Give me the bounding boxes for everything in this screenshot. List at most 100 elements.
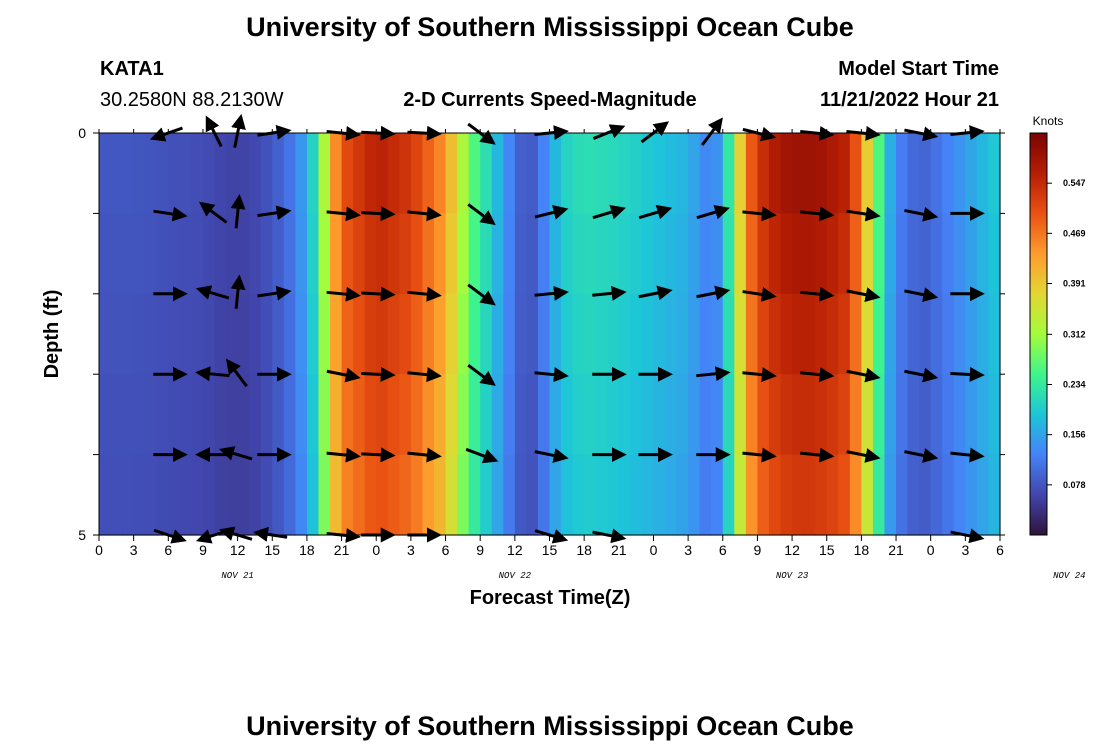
heatmap-cell [780, 293, 793, 375]
main-title: University of Southern Mississippi Ocean… [246, 12, 854, 42]
heatmap-cell [722, 293, 735, 375]
x-tick-label: 12 [507, 542, 523, 558]
heatmap-cell [734, 454, 747, 536]
heatmap-cell [214, 374, 227, 456]
heatmap-cell [260, 374, 273, 456]
current-vector [361, 286, 396, 302]
heatmap-cell [919, 454, 932, 536]
colorbar-scale [1029, 132, 1048, 536]
current-vector [800, 367, 835, 383]
heatmap-cell [872, 293, 886, 375]
current-vector [467, 203, 496, 226]
heatmap-cell [133, 213, 146, 295]
heatmap-cell [376, 213, 389, 295]
heatmap-cell [272, 213, 285, 295]
current-vector [846, 448, 881, 463]
heatmap-cell [237, 293, 250, 375]
heatmap-cell [399, 454, 412, 536]
y-tick-label: 0 [78, 125, 86, 141]
heatmap-cell [722, 133, 735, 214]
station-id: KATA1 [100, 58, 164, 80]
heatmap-cell [179, 293, 193, 375]
heatmap-cell [722, 213, 735, 295]
heatmap-cell [722, 374, 735, 456]
heatmap-cell [168, 293, 181, 375]
heatmap-cell [295, 454, 308, 536]
heatmap-cell [503, 454, 516, 536]
current-vector [257, 205, 292, 221]
heatmap-cell [237, 213, 250, 295]
heatmap-cell [445, 213, 458, 295]
heatmap-cell [122, 293, 135, 375]
heatmap-cell [491, 374, 504, 456]
heatmap-cell [699, 293, 712, 375]
heatmap-cell [584, 374, 597, 456]
heatmap-cell [410, 133, 424, 214]
heatmap-cell [826, 133, 839, 214]
current-vector [696, 204, 730, 220]
heatmap-cell [330, 133, 343, 214]
colorbar-tick-label: 0.469 [1063, 228, 1086, 238]
heatmap-cell [607, 454, 620, 536]
heatmap-cell [688, 213, 701, 295]
heatmap-cell [942, 293, 955, 375]
heatmap-cell [595, 213, 608, 295]
x-tick-label: 18 [576, 542, 592, 558]
axes: 0 3 6 9 12 15 18 21 0 3 6 9 12 15 18 21 0 3 6 9 12 15 18 21 0 3 6 N… [78, 125, 1085, 581]
heatmap-cell [549, 454, 562, 536]
current-vector [407, 206, 442, 222]
model-start-label: Model Start Time [838, 58, 999, 80]
current-vector [218, 446, 253, 461]
heatmap-cell [815, 374, 828, 456]
heatmap-cell [330, 374, 343, 456]
heatmap-cell [122, 213, 135, 295]
heatmap-cell [745, 374, 759, 456]
heatmap-cell [226, 374, 239, 456]
heatmap-cell [734, 374, 747, 456]
heatmap-cell [260, 293, 273, 375]
heatmap-cell [422, 293, 435, 375]
heatmap-cell [838, 374, 851, 456]
heatmap-cell [688, 293, 701, 375]
heatmap-cell [665, 293, 678, 375]
heatmap-cell [815, 133, 828, 214]
heatmap-cell [503, 374, 516, 456]
heatmap-cell [896, 454, 909, 536]
heatmap-cell [826, 374, 839, 456]
heatmap-cell [907, 454, 920, 536]
heatmap-cell [988, 213, 1001, 295]
colorbar: Knots 0.078 0.156 0.234 0.312 0.391 0.469 0.54… [1029, 114, 1086, 536]
heatmap-cell [988, 133, 1001, 214]
heatmap-cell [272, 374, 285, 456]
heatmap-cell [214, 213, 227, 295]
heatmap-cell [145, 133, 158, 214]
current-vector [696, 285, 731, 301]
heatmap-cell [399, 293, 412, 375]
heatmap-cell [433, 213, 447, 295]
footer-title: University of Southern Mississippi Ocean… [246, 711, 854, 741]
heatmap-cell [537, 133, 551, 214]
heatmap-cell [306, 374, 320, 456]
heatmap-cell [179, 133, 193, 214]
heatmap-cell [734, 213, 747, 295]
heatmap-cell [306, 133, 320, 214]
heatmap-cell [561, 133, 574, 214]
heatmap-cell [572, 133, 585, 214]
heatmap-cell [930, 293, 943, 375]
heatmap-cell [122, 133, 135, 214]
heatmap-cell [849, 374, 862, 456]
current-vector [361, 366, 396, 382]
heatmap-cell [133, 133, 146, 214]
heatmap-cell [561, 454, 574, 536]
heatmap-cell [838, 454, 851, 536]
heatmap-cell [295, 374, 308, 456]
heatmap-cell [838, 293, 851, 375]
heatmap-cell [780, 213, 793, 295]
heatmap-cell [641, 374, 655, 456]
heatmap-cell [849, 454, 862, 536]
heatmap-cell [480, 454, 493, 536]
heatmap-cell [364, 133, 377, 214]
heatmap-cell [433, 454, 447, 536]
current-vector [800, 447, 835, 463]
colorbar-tick-label: 0.391 [1063, 279, 1086, 289]
